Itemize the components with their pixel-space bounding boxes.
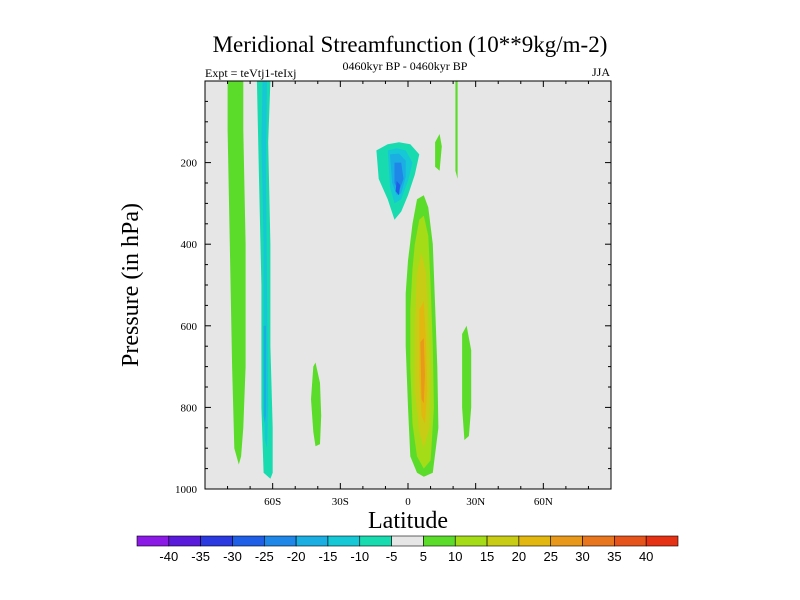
colorbar-label: 30 <box>575 549 589 564</box>
y-axis-label: Pressure (in hPa) <box>118 203 144 367</box>
contour-region-col-equator-neg <box>392 276 404 479</box>
y-tick-label: 200 <box>181 158 198 170</box>
colorbar-box <box>454 535 488 547</box>
colorbar-box <box>327 535 361 547</box>
x-tick-label: 60N <box>534 496 553 508</box>
contour-region-band-far-south <box>227 81 246 465</box>
contour-region-strip-north-neg <box>444 301 458 449</box>
colorbar: -40 -35 -30 -25 -20 -15 -10 -5 5 10 15 20 25 30 35 40 <box>136 535 679 564</box>
colorbar-box <box>295 535 329 547</box>
contour-region-blob-40s <box>311 362 322 447</box>
colorbar-box <box>518 535 552 547</box>
colorbar-label: -35 <box>191 549 210 564</box>
y-tick-label: 1000 <box>175 484 198 496</box>
colorbar-label: -20 <box>287 549 306 564</box>
colorbar-label: 25 <box>543 549 557 564</box>
colorbar-box <box>200 535 233 547</box>
contour-region-band-60s-inner <box>263 325 266 424</box>
x-tick-label: 30N <box>466 496 485 508</box>
colorbar-box <box>614 535 647 547</box>
colorbar-box <box>391 535 424 547</box>
x-tick-label: 60S <box>264 496 281 508</box>
colorbar-label: -30 <box>223 549 242 564</box>
chart-subtitle: 0460kyr BP - 0460kyr BP <box>343 59 468 73</box>
contour-region-positive-cell-25 <box>420 338 425 404</box>
colorbar-label: -40 <box>159 549 178 564</box>
colorbar-box <box>486 535 520 547</box>
x-tick-label: 30S <box>332 496 349 508</box>
colorbar-label: 5 <box>420 549 427 564</box>
colorbar-label: 40 <box>639 549 653 564</box>
colorbar-label: 20 <box>512 549 526 564</box>
contour-region-strip-north-pos <box>462 325 472 440</box>
contour-regions <box>227 81 472 479</box>
y-tick-label: 400 <box>181 239 198 251</box>
colorbar-box <box>359 535 392 547</box>
chart-title: Meridional Streamfunction (10**9kg/m-2) <box>213 32 608 57</box>
colorbar-label: -25 <box>255 549 274 564</box>
x-tick-label: 0 <box>405 496 411 508</box>
contour-region-strip-equator-top <box>435 134 442 171</box>
right-label: JJA <box>592 65 610 79</box>
colorbar-box <box>263 535 297 547</box>
colorbar-box <box>550 535 583 547</box>
colorbar-label: 35 <box>607 549 621 564</box>
colorbar-box <box>582 535 615 547</box>
y-tick-label: 800 <box>181 402 198 414</box>
contour-region-strip-north-top <box>455 81 458 179</box>
colorbar-box <box>645 535 679 547</box>
axis-ticks: 60S 30S 0 30N 60N 200 400 600 800 1000 <box>175 81 611 508</box>
x-axis-label: Latitude <box>368 508 448 534</box>
left-label: Expt = teVtj1-teIxj <box>205 66 296 80</box>
colorbar-box <box>232 535 265 547</box>
colorbar-box <box>136 535 170 547</box>
colorbar-label: -15 <box>319 549 338 564</box>
colorbar-box <box>168 535 201 547</box>
y-tick-label: 600 <box>181 321 198 333</box>
colorbar-label: -10 <box>350 549 369 564</box>
colorbar-label: 15 <box>480 549 494 564</box>
colorbar-box <box>423 535 456 547</box>
colorbar-label: -5 <box>386 549 398 564</box>
contour-region-band-60s-mid <box>261 81 269 449</box>
colorbar-label: 10 <box>448 549 462 564</box>
contour-region-ascend-core <box>395 181 401 196</box>
